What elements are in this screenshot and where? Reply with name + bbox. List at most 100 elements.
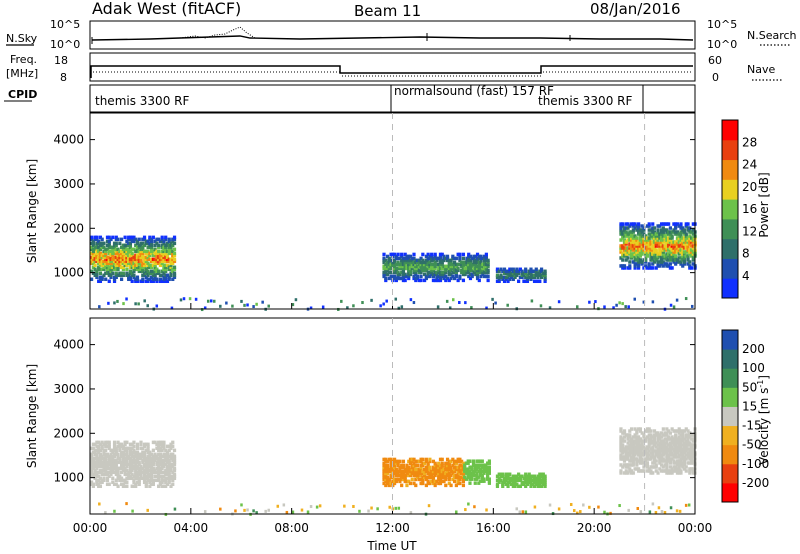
power-cell (134, 279, 138, 284)
power-cell (123, 249, 127, 254)
power-cell (149, 237, 154, 242)
power-cell (430, 270, 434, 275)
nsky-spikes (91, 33, 571, 44)
power-noise-cell (98, 305, 101, 309)
velocity-cell (539, 472, 544, 477)
power-cell (689, 250, 694, 254)
power-cell (146, 263, 150, 268)
power-cell (135, 253, 140, 258)
power-cell (157, 251, 161, 256)
velocity-cell (532, 478, 537, 483)
power-cell (642, 248, 646, 252)
velocity-cell (414, 477, 418, 482)
velocity-cell (668, 431, 672, 435)
power-cell (165, 243, 170, 248)
velocity-noise-cell (409, 511, 413, 515)
velocity-cell (128, 442, 133, 447)
power-cell (635, 262, 639, 266)
power-cell (658, 260, 662, 264)
velocity-cell (524, 472, 528, 477)
velocity-cell (128, 448, 133, 453)
power-cell (449, 258, 453, 263)
velocity-cell (477, 463, 481, 467)
velocity-cell (114, 458, 118, 463)
velocity-cell (667, 437, 671, 441)
power-cell (95, 273, 99, 278)
power-cell (624, 242, 628, 246)
power-cell (141, 277, 145, 282)
velocity-cell (93, 464, 97, 469)
power-cell (635, 236, 639, 240)
velocity-cell (91, 474, 95, 479)
power-cell (111, 253, 115, 258)
power-cell (172, 235, 177, 240)
velocity-cell (433, 469, 437, 474)
velocity-cell (95, 480, 99, 485)
velocity-cell (637, 451, 641, 455)
power-cell (442, 258, 446, 263)
power-cell (149, 247, 154, 252)
power-cell (435, 256, 439, 261)
velocity-cell (144, 460, 148, 465)
power-cell (405, 266, 409, 271)
velocity-cell (637, 443, 641, 447)
velocity-cell (171, 454, 175, 459)
velocity-cell (146, 470, 150, 475)
velocity-cell (135, 472, 140, 477)
power-cell (635, 224, 639, 228)
power-cell (433, 256, 437, 261)
velocity-cell (667, 447, 671, 451)
velocity-cell (539, 474, 544, 479)
power-cell (532, 279, 537, 284)
velocity-cell (647, 427, 651, 431)
velocity-cell (162, 458, 166, 463)
velocity-cell (107, 462, 111, 467)
power-cell (141, 251, 145, 256)
velocity-cell (626, 451, 630, 455)
power-cell (461, 266, 466, 271)
power-noise-cell (291, 303, 295, 307)
power-cell (405, 264, 409, 269)
power-cell (629, 242, 634, 246)
velocity-cell (111, 460, 115, 465)
velocity-cell (171, 478, 175, 483)
power-cell (102, 255, 106, 260)
velocity-cell (543, 482, 547, 487)
velocity-cell (677, 469, 681, 473)
velocity-cell (647, 457, 651, 461)
power-cell (663, 254, 667, 258)
velocity-cell (157, 476, 161, 481)
velocity-cell (681, 429, 685, 433)
velocity-cell (454, 465, 458, 470)
velocity-cell (466, 467, 470, 471)
power-cell (645, 244, 650, 248)
velocity-cell (393, 477, 397, 482)
velocity-cell (141, 460, 145, 465)
power-cell (414, 268, 418, 273)
power-cell (621, 264, 625, 268)
power-cell (114, 237, 118, 242)
power-cell (665, 248, 669, 252)
power-cell (102, 267, 106, 272)
velocity-noise-cell (146, 508, 149, 512)
power-cell (691, 244, 695, 248)
power-cell (414, 260, 418, 265)
velocity-cell (651, 453, 655, 457)
velocity-cell (146, 464, 150, 469)
power-cell (506, 271, 510, 276)
velocity-cell (135, 450, 140, 455)
velocity-cell (93, 462, 97, 467)
power-cell (142, 249, 147, 254)
power-cell (433, 262, 437, 267)
power-cell (97, 247, 101, 252)
power-cell (461, 262, 466, 267)
velocity-cell (672, 465, 676, 469)
velocity-cell (674, 445, 678, 449)
velocity-cell (424, 467, 428, 472)
velocity-cell (387, 483, 391, 488)
velocity-cell (689, 455, 694, 459)
power-cell (629, 246, 634, 250)
velocity-cell (414, 471, 418, 476)
velocity-cell (543, 484, 547, 489)
power-cell (479, 262, 483, 267)
